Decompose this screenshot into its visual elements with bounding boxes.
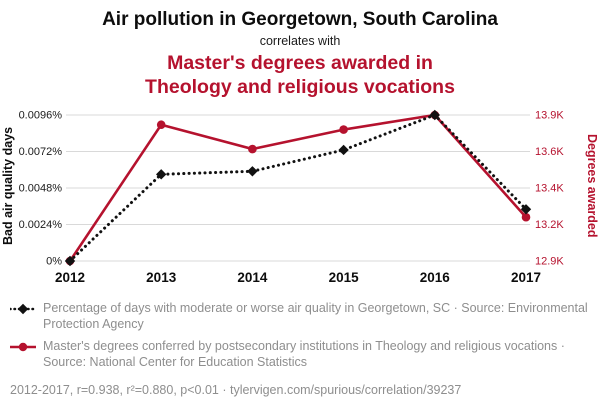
right-axis-tick-label: 13.9K — [535, 110, 564, 122]
data-point-air-quality — [429, 109, 440, 121]
series-line-air-quality — [68, 113, 528, 263]
right-axis-tick-label: 13.4K — [535, 183, 564, 195]
x-axis-tick-label: 2012 — [55, 270, 85, 285]
x-axis-tick-label: 2015 — [329, 270, 360, 285]
black-dotted-diamond-marker-icon — [10, 303, 36, 315]
right-axis-title: Degrees awarded — [585, 134, 599, 238]
left-axis-tick-label: 0% — [46, 256, 62, 268]
red-solid-circle-marker-icon — [10, 342, 36, 352]
right-axis-tick-label: 13.2K — [535, 219, 564, 231]
legend-circle-icon — [18, 342, 28, 352]
data-point-air-quality — [156, 169, 167, 180]
left-axis-tick-label: 0.0024% — [19, 219, 63, 231]
data-point-theology-degrees — [156, 120, 166, 130]
data-point-air-quality — [338, 144, 349, 156]
legend-item-theology-degrees: Master's degrees conferred by postsecond… — [10, 338, 592, 370]
left-axis-title: Bad air quality days — [1, 126, 15, 246]
data-point-air-quality — [247, 166, 258, 177]
right-axis-tick-label: 12.9K — [535, 256, 564, 268]
legend: Percentage of days with moderate or wors… — [0, 294, 600, 370]
chart-plot-area: 0% 12.9K 0.0024% 13.2K 0.0048% 13.4K 0.0072% 13… — [19, 109, 565, 286]
x-axis-tick-label: 2013 — [146, 270, 177, 285]
left-axis-tick-label: 0.0072% — [19, 146, 63, 158]
correlated-variable-title: Master's degrees awarded in Theology and… — [145, 52, 455, 98]
data-point-theology-degrees — [248, 144, 257, 154]
left-axis-tick-label: 0.0096% — [19, 110, 63, 122]
data-point-theology-degrees — [339, 125, 348, 134]
footer-stats: 2012-2017, r=0.938, r²=0.880, p<0.01 · — [10, 383, 227, 397]
chart-title: Air pollution in Georgetown, South Carol… — [102, 9, 498, 30]
legend-label: Master's degrees conferred by postsecond… — [43, 339, 565, 369]
x-axis-tick-label: 2016 — [420, 270, 451, 285]
right-axis-tick-label: 13.6K — [535, 146, 564, 158]
x-axis-tick-label: 2014 — [237, 270, 268, 285]
correlates-with-label: correlates with — [259, 34, 341, 48]
data-point-theology-degrees — [521, 212, 531, 222]
x-axis-tick-label: 2017 — [511, 270, 541, 285]
footer: 2012-2017, r=0.938, r²=0.880, p<0.01 · t… — [0, 376, 600, 397]
series-line-theology-degrees — [68, 113, 527, 262]
legend-label: Percentage of days with moderate or wors… — [43, 301, 588, 331]
legend-item-air-quality: Percentage of days with moderate or wors… — [10, 300, 592, 332]
data-point-air-quality — [520, 204, 532, 215]
footer-url: tylervigen.com/spurious/correlation/3923… — [229, 383, 462, 397]
legend-diamond-icon — [17, 303, 29, 315]
left-axis-tick-label: 0.0048% — [19, 183, 63, 195]
